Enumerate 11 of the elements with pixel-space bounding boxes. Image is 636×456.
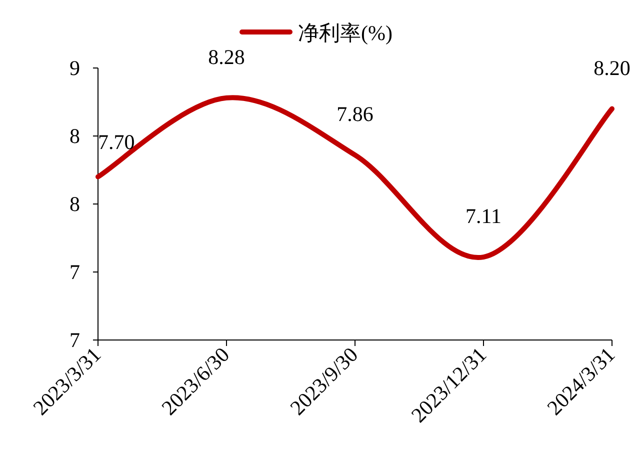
y-tick-label: 8 [70, 124, 80, 148]
y-tick-label: 9 [70, 56, 80, 80]
data-label: 8.20 [594, 56, 630, 80]
data-label: 7.70 [98, 130, 135, 154]
legend-label: 净利率(%) [298, 21, 392, 45]
y-tick-label: 8 [70, 192, 80, 216]
y-tick-label: 7 [70, 328, 80, 352]
data-label: 7.86 [336, 102, 374, 126]
y-tick-label: 7 [70, 260, 80, 284]
data-label: 7.11 [466, 204, 502, 228]
data-label: 8.28 [208, 44, 245, 69]
